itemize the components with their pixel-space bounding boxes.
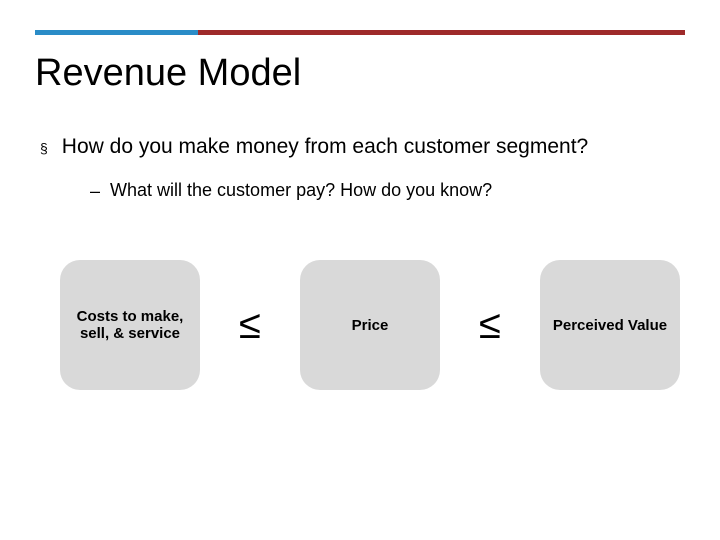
sub-bullet-marker: – — [90, 180, 100, 202]
box-label: Perceived Value — [553, 317, 667, 334]
box-perceived-value: Perceived Value — [540, 260, 680, 390]
box-label: Price — [352, 317, 389, 334]
sub-bullet: – What will the customer pay? How do you… — [90, 180, 685, 202]
leq-icon: ≤ — [475, 303, 505, 348]
accent-bar — [35, 30, 685, 35]
sub-bullet-text: What will the customer pay? How do you k… — [110, 180, 492, 201]
leq-icon: ≤ — [235, 303, 265, 348]
page-title: Revenue Model — [35, 52, 301, 95]
box-costs: Costs to make, sell, & service — [60, 260, 200, 390]
box-price: Price — [300, 260, 440, 390]
box-label: Costs to make, sell, & service — [70, 308, 190, 342]
accent-bar-red — [198, 30, 686, 35]
accent-bar-blue — [35, 30, 198, 35]
diagram-row: Costs to make, sell, & service ≤ Price ≤… — [60, 260, 680, 390]
bullet-marker: § — [40, 135, 48, 161]
bullet-text: How do you make money from each customer… — [62, 135, 588, 159]
main-bullet: § How do you make money from each custom… — [40, 135, 685, 161]
